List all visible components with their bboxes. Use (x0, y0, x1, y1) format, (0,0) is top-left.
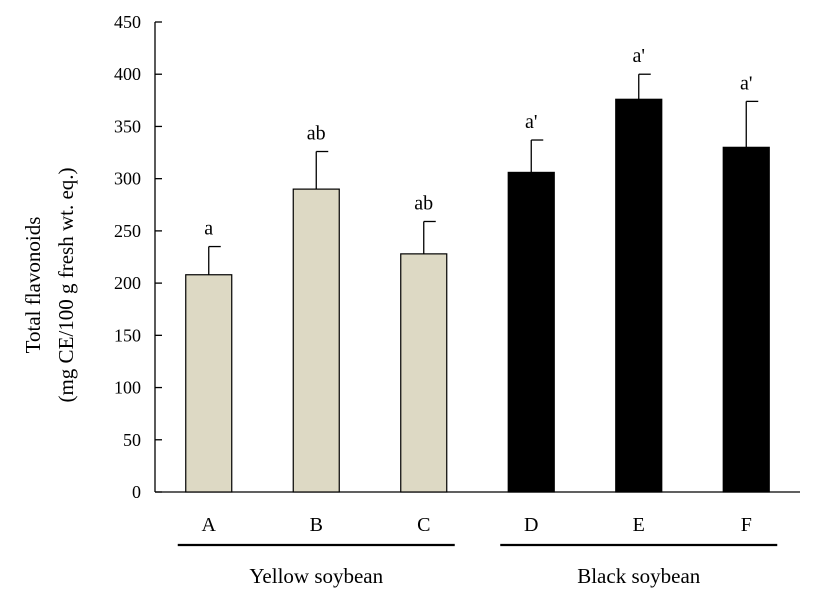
y-tick-label-400: 400 (114, 64, 141, 84)
y-axis-label-line1: Total flavonoids (21, 217, 45, 354)
x-tick-label-F: F (741, 514, 752, 536)
y-tick-label-350: 350 (114, 116, 141, 136)
significance-label-F: a' (740, 72, 752, 94)
x-tick-label-C: C (417, 514, 430, 536)
bar-E (615, 98, 663, 493)
group-labels: Yellow soybean Black soybean (177, 543, 778, 588)
y-tick-label-450: 450 (114, 12, 141, 32)
y-tick-label-150: 150 (114, 325, 141, 345)
bar-F (722, 146, 770, 493)
group-label-1: Black soybean (577, 564, 701, 588)
y-tick-label-250: 250 (114, 221, 141, 241)
x-tick-label-A: A (202, 514, 217, 536)
x-tick-label-E: E (633, 514, 645, 536)
x-tick-label-B: B (310, 514, 323, 536)
y-tick-label-50: 50 (123, 430, 141, 450)
y-tick-label-200: 200 (114, 273, 141, 293)
y-axis-label-line2: (mg CE/100 g fresh wt. eq.) (54, 167, 78, 402)
bars: a ab ab a' a' a' (185, 45, 770, 493)
significance-label-A: a (204, 218, 213, 240)
bar-A (185, 274, 233, 493)
significance-label-E: a' (633, 45, 645, 67)
y-tick-label-0: 0 (132, 482, 141, 502)
x-tick-label-D: D (524, 514, 538, 536)
significance-label-B: ab (307, 123, 326, 145)
significance-label-D: a' (525, 111, 537, 133)
x-axis-tick-labels: A B C D E F (202, 514, 752, 536)
group-label-0: Yellow soybean (249, 564, 383, 588)
significance-label-C: ab (414, 192, 433, 214)
y-tick-label-300: 300 (114, 169, 141, 189)
bar-C (400, 253, 448, 493)
y-axis-label: Total flavonoids (mg CE/100 g fresh wt. … (21, 167, 78, 402)
y-axis-ticks: 0 50 100 150 200 250 300 350 400 450 (114, 12, 162, 502)
y-tick-label-100: 100 (114, 378, 141, 398)
bar-B (292, 188, 340, 493)
bar-D (507, 171, 555, 493)
